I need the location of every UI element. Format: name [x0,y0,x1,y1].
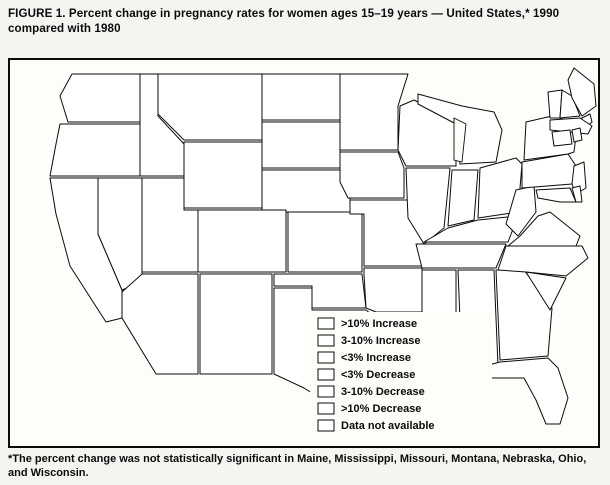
state-oh [477,157,523,219]
state-md [535,187,577,203]
state-mt [157,73,263,141]
legend-item: Data not available [317,419,435,432]
legend-swatch-incLt3 [317,351,335,364]
us-map-svg: >10% Increase 3-10% Increase <3% Increas… [49,67,597,440]
state-wy [183,141,263,209]
legend-item: >10% Increase [317,317,417,330]
legend-label: >10% Increase [341,318,417,330]
legend-swatch-na [317,419,335,432]
legend-item: 3-10% Increase [317,334,421,347]
legend-swatch-inc3to10 [317,334,335,347]
state-wa [59,73,141,123]
legend-swatch-inc10 [317,317,335,330]
state-de [571,185,583,203]
state-sc [525,271,567,311]
state-nd [261,73,341,121]
us-map [49,67,597,425]
state-nm [199,273,273,375]
state-nc [497,245,589,277]
state-ar [363,267,423,313]
state-ks [287,211,363,273]
lake-michigan [453,117,467,163]
state-in [447,169,479,227]
legend-label: <3% Increase [341,352,411,364]
state-nh [559,89,581,119]
figure-title: FIGURE 1. Percent change in pregnancy ra… [8,7,560,36]
state-va [507,211,581,247]
state-co [197,209,287,273]
legend-item: <3% Increase [317,351,411,364]
legend-swatch-decLt3 [317,368,335,381]
state-ia [339,151,405,199]
legend-label: Data not available [341,420,435,432]
legend-label: >10% Decrease [341,403,421,415]
legend-swatch-dec3to10 [317,385,335,398]
state-mn [339,73,409,151]
map-frame: >10% Increase 3-10% Increase <3% Increas… [8,58,600,448]
legend-swatch-dec10 [317,402,335,415]
figure-footnote: *The percent change was not statisticall… [8,453,587,480]
state-or [49,123,141,177]
state-ct [551,129,573,147]
state-ma [549,117,593,135]
legend-item: <3% Decrease [317,368,415,381]
state-me [567,67,597,117]
legend-label: 3-10% Decrease [341,386,425,398]
state-ky [423,215,519,243]
legend-item: 3-10% Decrease [317,385,425,398]
state-az [121,273,199,375]
legend: >10% Increase 3-10% Increase <3% Increas… [310,312,492,440]
state-tn [415,243,507,269]
legend-label: 3-10% Increase [341,335,421,347]
legend-background [310,312,492,440]
state-ne [261,169,351,213]
legend-item: >10% Decrease [317,402,421,415]
state-ri [571,127,583,143]
legend-label: <3% Decrease [341,369,415,381]
state-sd [261,121,341,169]
